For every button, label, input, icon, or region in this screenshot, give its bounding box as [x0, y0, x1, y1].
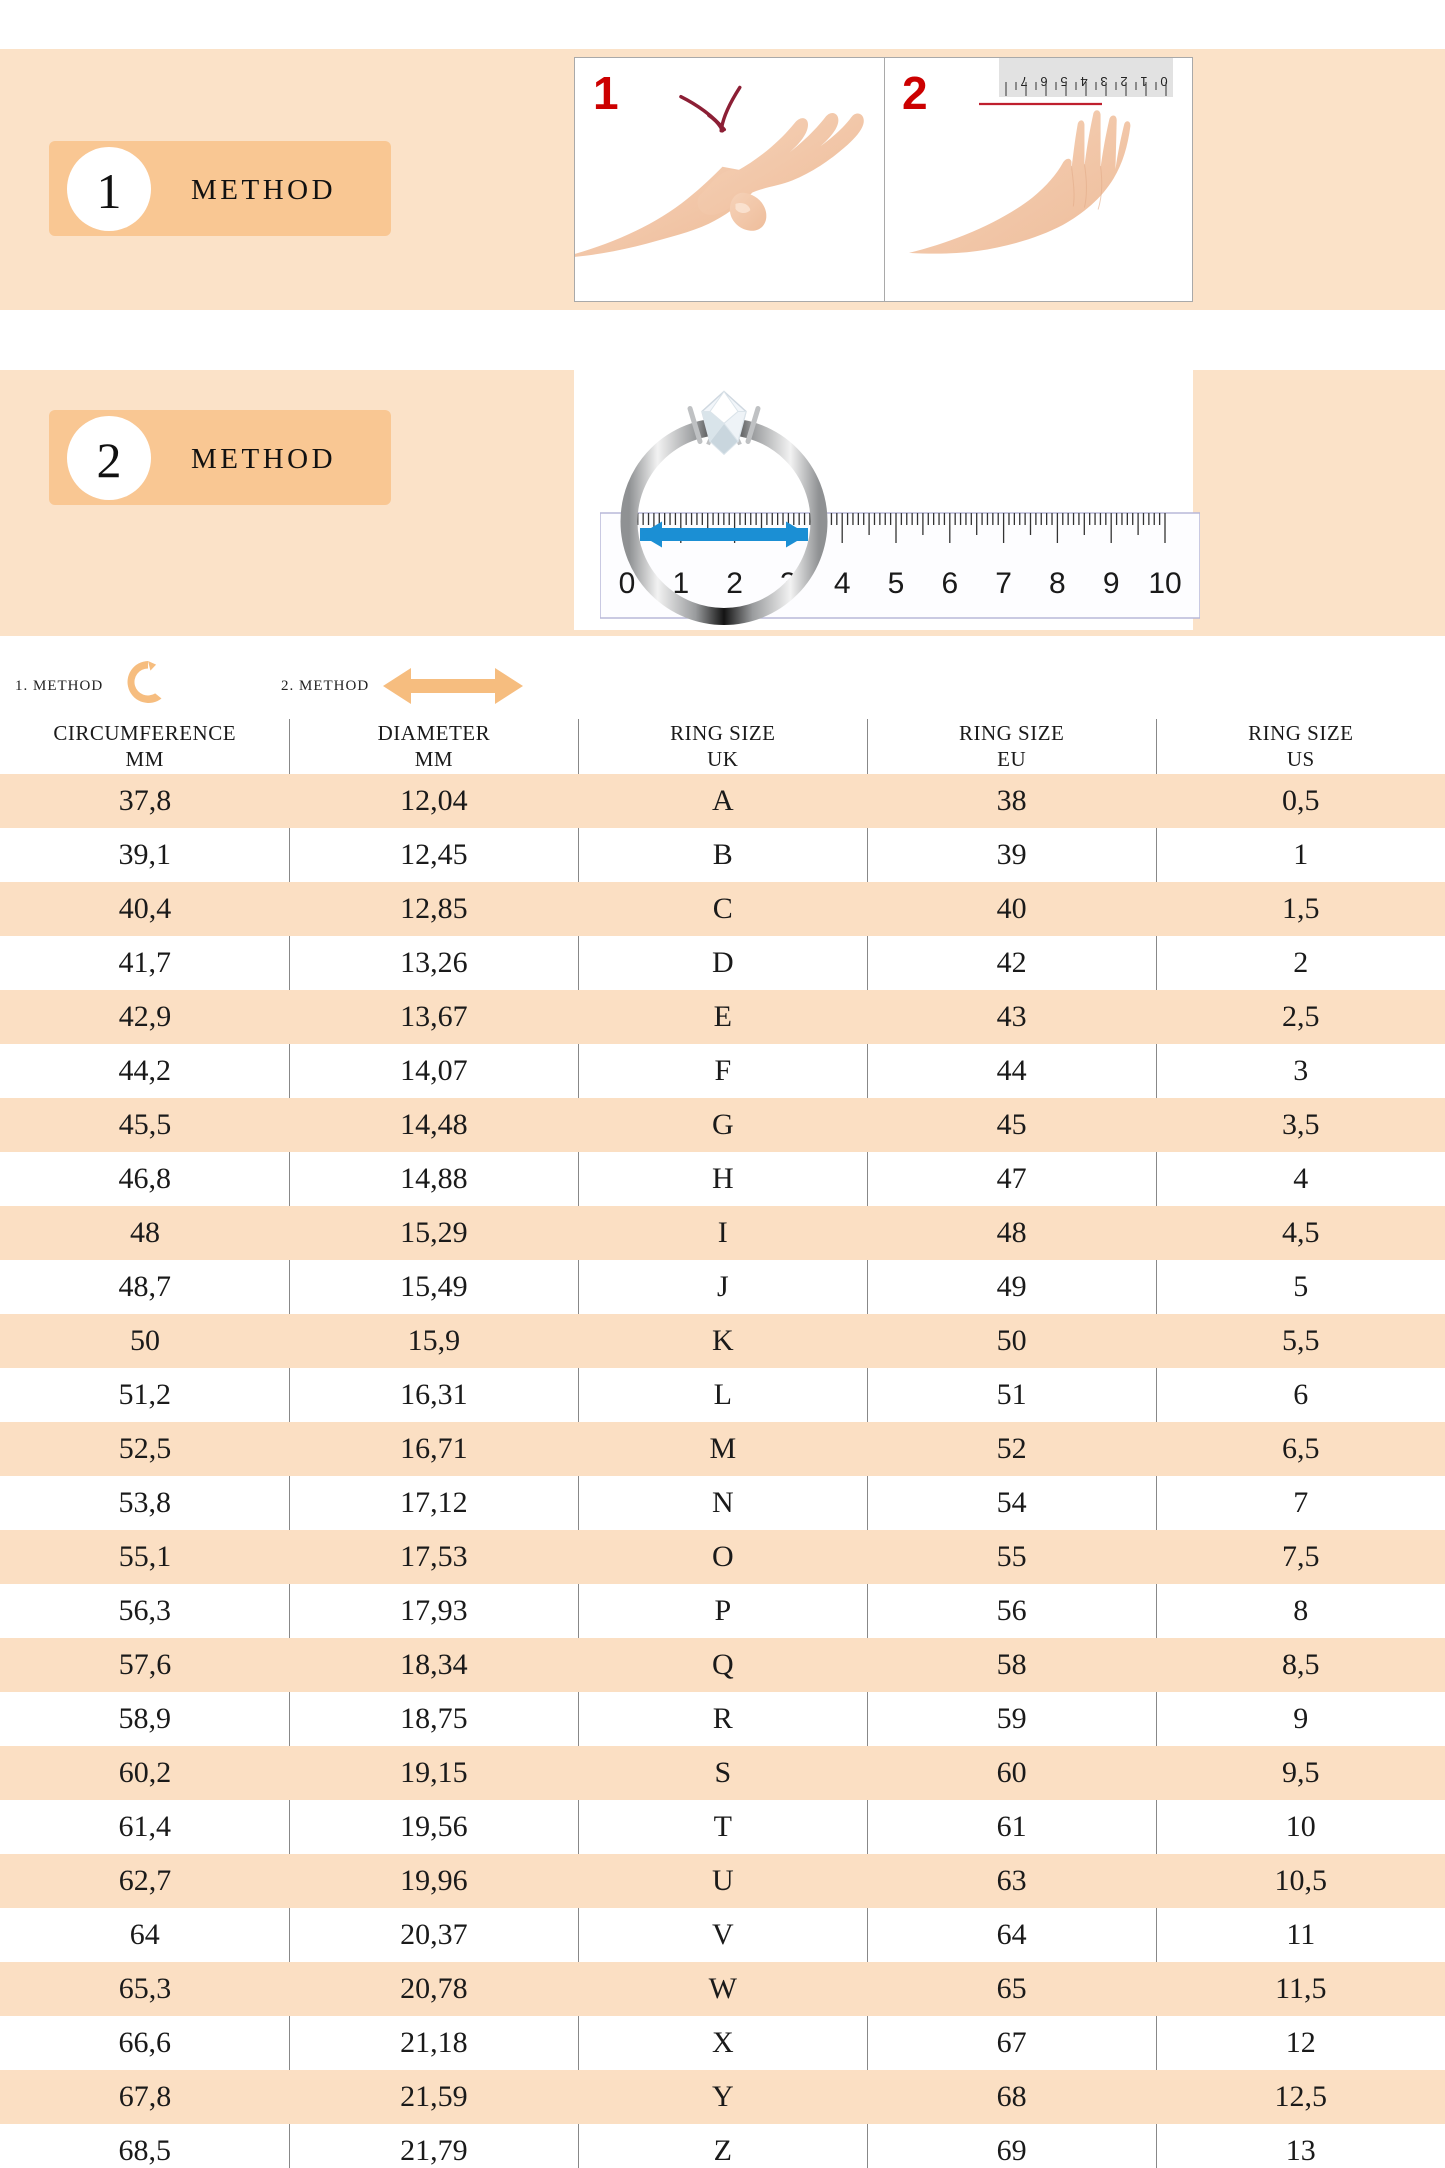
svg-text:7: 7	[995, 567, 1012, 600]
svg-text:6: 6	[941, 567, 958, 600]
svg-text:3: 3	[1100, 74, 1107, 89]
svg-text:9: 9	[1103, 567, 1120, 600]
svg-text:1: 1	[1140, 74, 1147, 89]
svg-text:10: 10	[1148, 567, 1181, 600]
svg-text:6: 6	[1040, 74, 1047, 89]
svg-text:7: 7	[1020, 74, 1027, 89]
svg-text:0: 0	[1160, 74, 1167, 89]
svg-text:5: 5	[1060, 74, 1067, 89]
svg-text:4: 4	[834, 567, 851, 600]
svg-text:2: 2	[726, 567, 743, 600]
svg-text:5: 5	[888, 567, 905, 600]
svg-text:8: 8	[1049, 567, 1066, 600]
svg-text:4: 4	[1080, 74, 1087, 89]
svg-text:2: 2	[1120, 74, 1127, 89]
svg-text:0: 0	[619, 567, 636, 600]
